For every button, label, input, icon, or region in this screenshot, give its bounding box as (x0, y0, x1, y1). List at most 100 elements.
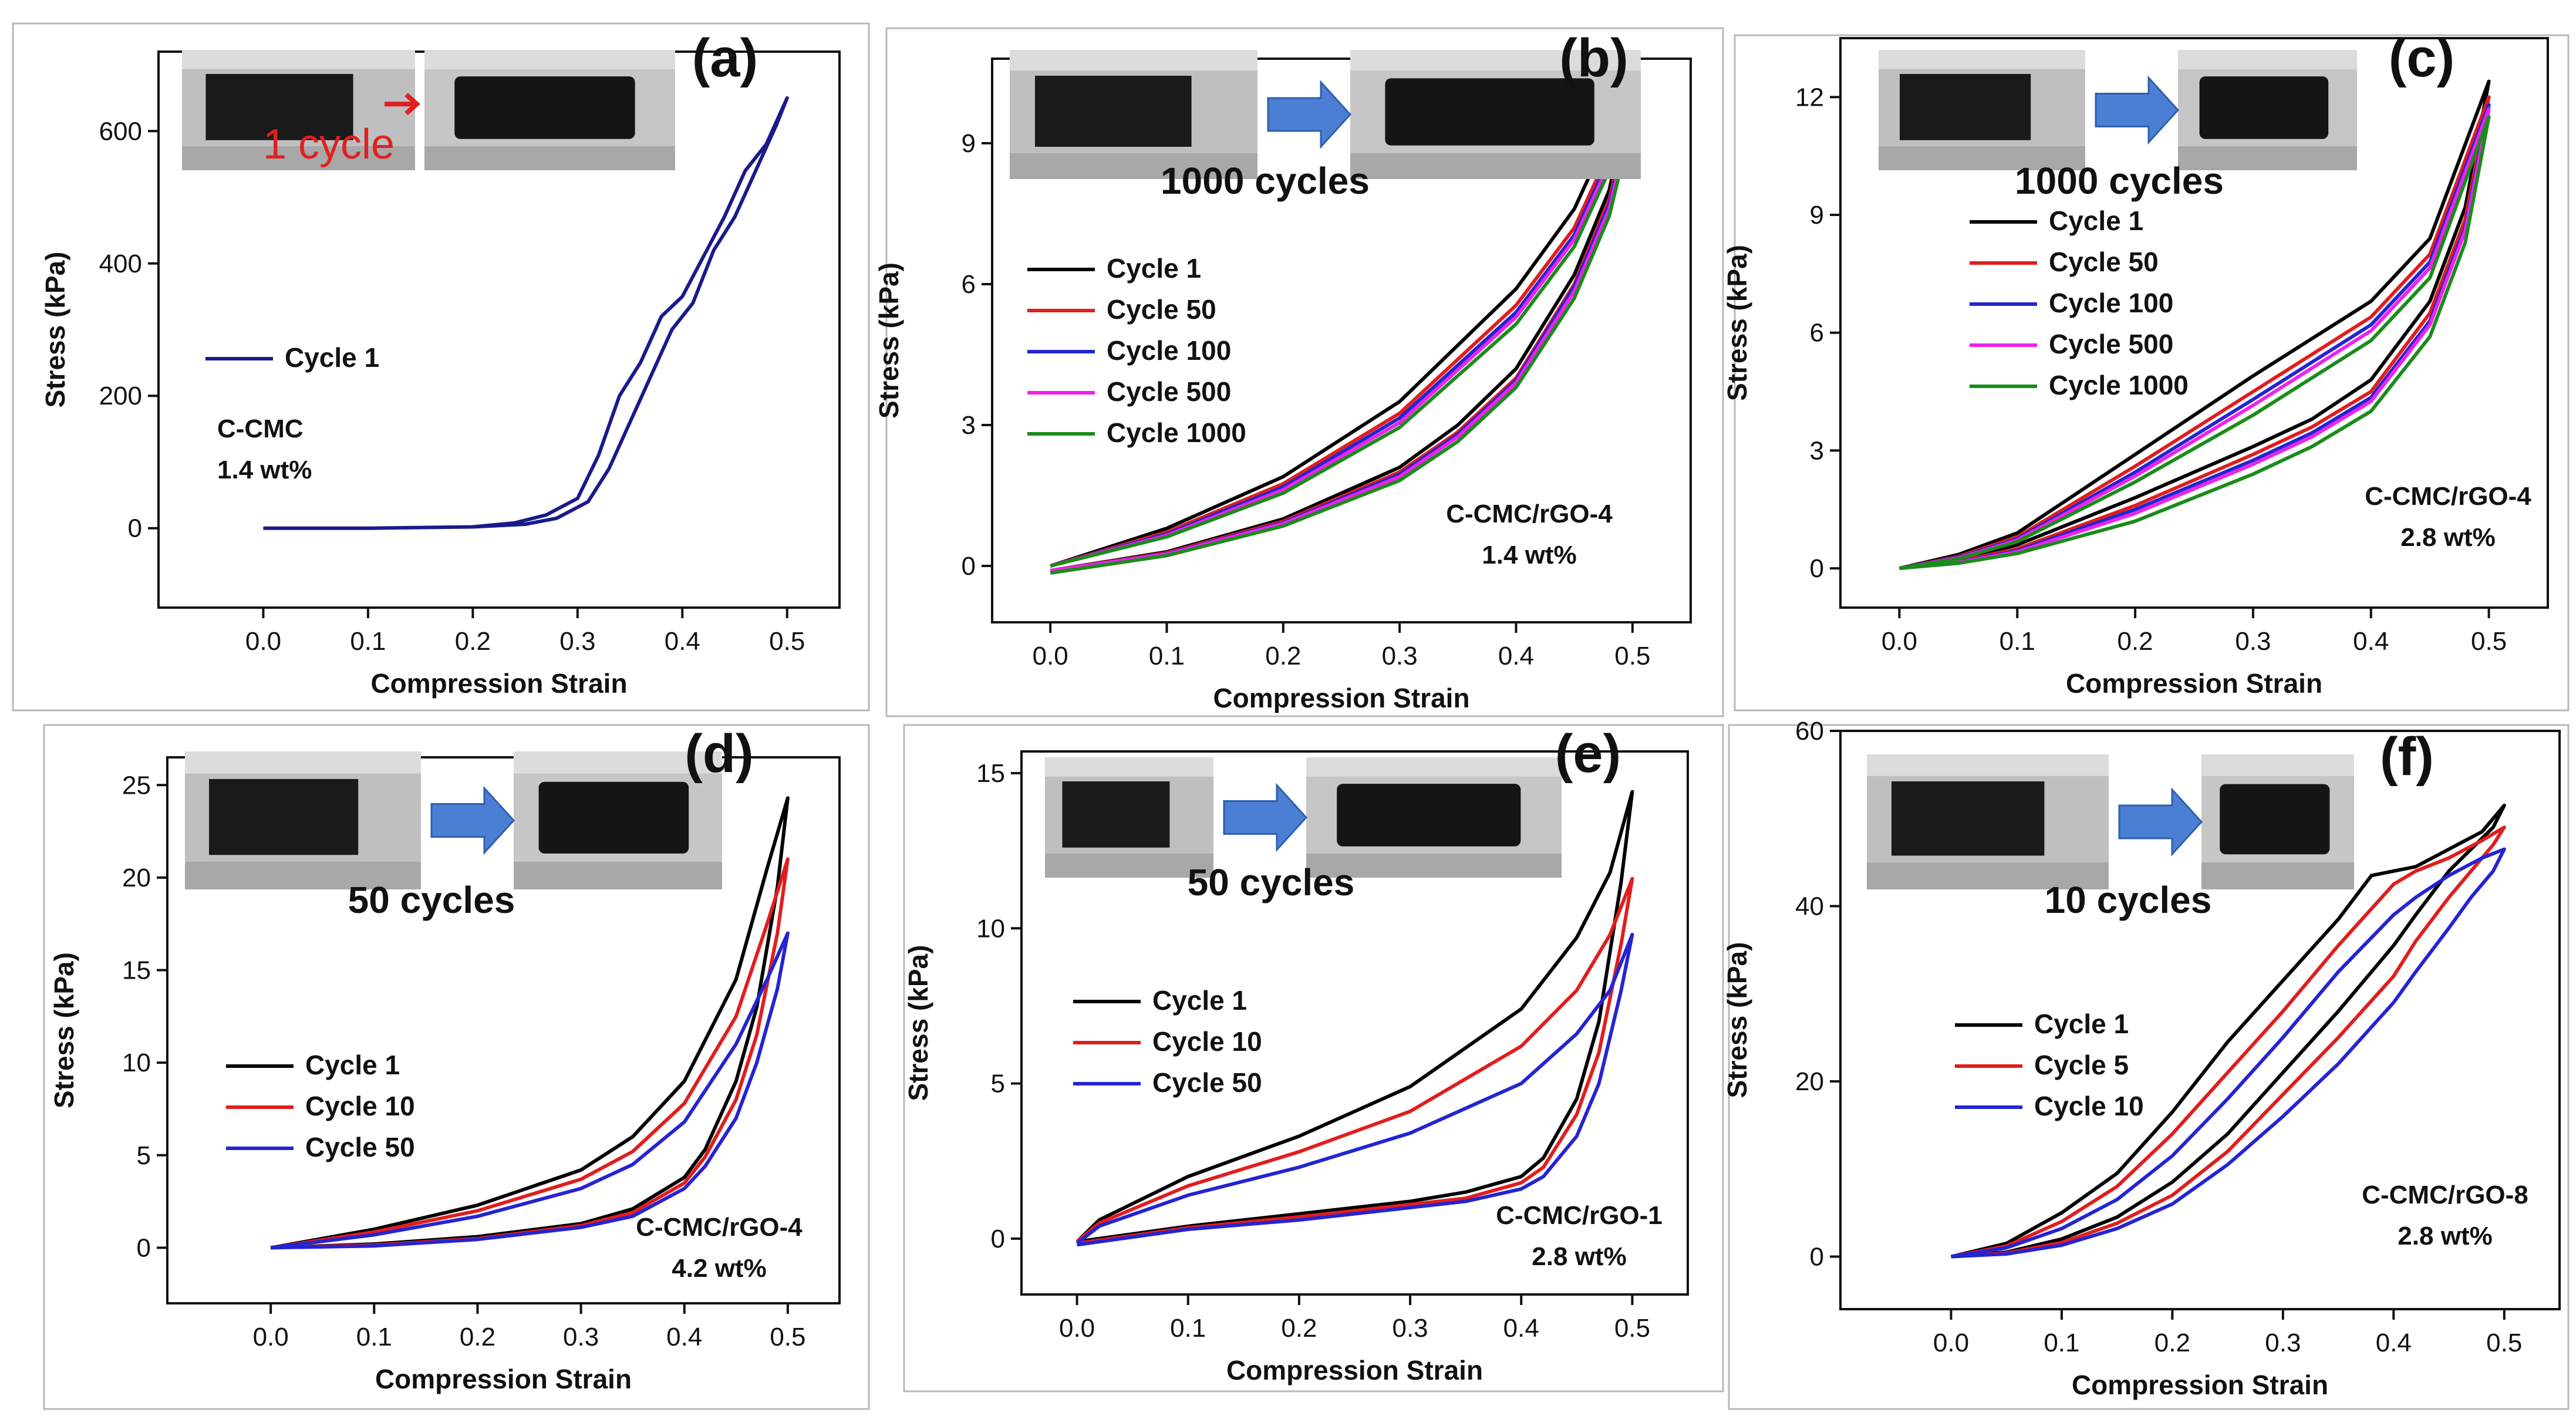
press-plate-bottom (182, 146, 415, 170)
x-tick-label: 0.4 (665, 627, 700, 656)
x-tick-label: 0.4 (666, 1323, 702, 1351)
legend-entry: Cycle 10 (305, 1091, 415, 1121)
y-tick-label: 3 (1810, 436, 1824, 465)
series-line-cycle-1000 (1050, 118, 1634, 575)
red-arrow-icon (385, 93, 421, 116)
sample-before (1891, 781, 2045, 856)
legend-entry: Cycle 1 (1107, 253, 1201, 284)
sample-photo-inset (1879, 50, 2357, 170)
panel-c: 0.0 0.1 0.2 0.3 0.4 0.5 0 3 6 9 12 Compression Stra… (1722, 28, 2570, 712)
sample-after (538, 781, 689, 854)
x-axis-label: Compression Strain (375, 1364, 632, 1394)
material-annotation: C-CMC/rGO-8 (2362, 1181, 2528, 1209)
y-tick-label: 9 (1810, 201, 1824, 230)
x-tick-label: 0.0 (1933, 1329, 1969, 1357)
press-plate-top-after (1306, 757, 1562, 777)
y-axis-label: Stress (kPa) (49, 952, 79, 1108)
legend-entry: Cycle 10 (2034, 1091, 2144, 1121)
x-tick-label: 0.2 (455, 627, 491, 656)
press-plate-top (1879, 50, 2085, 69)
press-plate-bottom (1867, 862, 2109, 889)
inset-caption: 10 cycles (2045, 879, 2212, 921)
x-tick-label: 0.0 (1033, 642, 1068, 670)
x-tick-label: 0.2 (2117, 627, 2153, 656)
x-tick-label: 0.2 (2154, 1329, 2190, 1357)
sample-photo-inset: 1 cycle (182, 50, 675, 170)
x-tick-label: 0.1 (356, 1323, 392, 1351)
press-plate-top-after (1350, 50, 1641, 71)
plot-frame (991, 58, 1692, 623)
x-tick-label: 0.0 (245, 627, 281, 656)
y-tick-label: 0 (1810, 554, 1824, 583)
inset-caption: 1000 cycles (2015, 160, 2224, 202)
x-tick-label: 0.5 (1614, 642, 1650, 670)
panel-label: (f) (2380, 727, 2434, 787)
press-plate-top-after (424, 50, 675, 69)
x-tick-label: 0.1 (2000, 627, 2035, 656)
x-axis-label: Compression Strain (2066, 668, 2322, 699)
series-line-cycle-1 (263, 96, 789, 530)
press-plate-bottom (1045, 854, 1213, 878)
x-axis-label: Compression Strain (370, 668, 627, 699)
legend-entry: Cycle 1 (1152, 985, 1247, 1016)
x-tick-label: 0.0 (1059, 1314, 1095, 1343)
press-plate-bottom (1879, 146, 2085, 170)
x-tick-label: 0.4 (1498, 642, 1534, 670)
material-annotation: 2.8 wt% (2398, 1222, 2492, 1250)
plot-frame (166, 756, 841, 1304)
press-plate-top (1010, 50, 1257, 71)
series-line-cycle-500 (1899, 107, 2491, 571)
y-tick-label: 40 (1795, 892, 1824, 921)
legend-entry: Cycle 5 (2034, 1050, 2129, 1080)
panel-label: (e) (1555, 724, 1621, 784)
press-plate-top-after (2178, 50, 2357, 69)
x-tick-label: 0.5 (770, 1323, 805, 1351)
panel-border (43, 724, 870, 1410)
legend-entry: Cycle 1000 (1107, 417, 1246, 448)
material-annotation: 2.8 wt% (1532, 1242, 1626, 1271)
series-line-cycle-1 (1899, 79, 2491, 571)
panel-label: (d) (685, 724, 753, 784)
sample-before (1062, 781, 1170, 848)
y-tick-label: 0 (991, 1225, 1005, 1253)
x-tick-label: 0.1 (2044, 1329, 2079, 1357)
panel-f: 0.0 0.1 0.2 0.3 0.4 0.5 0 20 40 60 Compression Str… (1722, 717, 2570, 1410)
press-plate-bottom-after (1306, 854, 1562, 878)
y-tick-label: 0 (962, 552, 976, 581)
press-plate-bottom (1010, 153, 1257, 179)
sample-after (1385, 78, 1594, 146)
legend-entry: Cycle 1000 (2049, 370, 2189, 400)
y-tick-label: 5 (137, 1141, 151, 1170)
legend-entry: Cycle 1 (285, 342, 379, 373)
x-tick-label: 0.2 (460, 1323, 495, 1351)
y-tick-label: 5 (991, 1070, 1005, 1098)
x-tick-label: 0.3 (563, 1323, 599, 1351)
sample-after (454, 76, 635, 139)
y-tick-label: 600 (99, 117, 142, 146)
y-tick-label: 0 (128, 514, 142, 543)
legend-entry: Cycle 100 (1107, 335, 1231, 366)
x-tick-label: 0.2 (1265, 642, 1301, 670)
x-tick-label: 0.3 (559, 627, 595, 656)
panel-d: 0.0 0.1 0.2 0.3 0.4 0.5 0 5 10 15 20 25 Compression … (43, 724, 870, 1410)
panel-border (903, 724, 1724, 1393)
inset-caption: 50 cycles (348, 879, 515, 921)
series-line-cycle-50 (270, 931, 790, 1250)
legend-entry: Cycle 50 (305, 1132, 415, 1162)
x-axis-label: Compression Strain (2072, 1370, 2328, 1400)
x-tick-label: 0.0 (1882, 627, 1917, 656)
y-tick-label: 60 (1795, 717, 1824, 746)
material-annotation: C-CMC/rGO-4 (2365, 482, 2531, 511)
y-tick-label: 10 (122, 1048, 151, 1077)
x-tick-label: 0.5 (1614, 1314, 1650, 1343)
x-tick-label: 0.1 (350, 627, 386, 656)
legend-entry: Cycle 100 (2049, 288, 2173, 318)
sample-after (2199, 76, 2329, 139)
inset-caption: 1000 cycles (1161, 160, 1370, 202)
x-tick-label: 0.4 (2353, 627, 2389, 656)
x-tick-label: 0.3 (2235, 627, 2271, 656)
panel-a: 0.0 0.1 0.2 0.3 0.4 0.5 0 200 400 600 Compression … (12, 22, 870, 712)
x-axis-label: Compression Strain (1213, 683, 1469, 713)
series-line-cycle-1000 (1899, 114, 2491, 571)
